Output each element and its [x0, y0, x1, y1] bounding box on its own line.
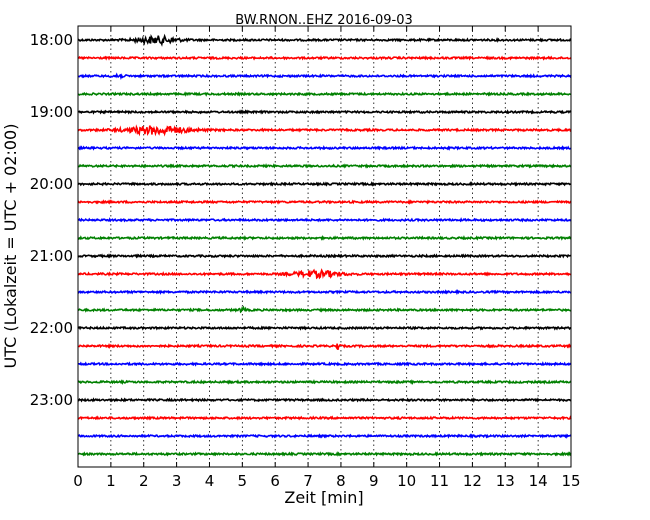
y-tick-label: 20:00	[30, 175, 73, 193]
trace-line	[77, 91, 572, 97]
chart-title: BW.RNON..EHZ 2016-09-03	[235, 13, 413, 28]
trace-line	[77, 199, 572, 205]
trace-line	[77, 181, 572, 187]
trace-line	[77, 163, 572, 169]
trace-line	[77, 253, 572, 259]
trace-line	[77, 415, 572, 421]
y-tick-label: 23:00	[30, 391, 73, 409]
trace-line	[77, 268, 572, 280]
trace-line	[77, 289, 572, 296]
trace-line	[77, 305, 572, 314]
x-tick-label: 12	[463, 472, 482, 490]
trace-line	[77, 124, 572, 137]
x-tick-label: 0	[73, 472, 83, 490]
x-tick-label: 4	[205, 472, 215, 490]
trace-line	[77, 72, 572, 81]
x-tick-label: 1	[106, 472, 116, 490]
y-tick-label: 21:00	[30, 247, 73, 265]
x-tick-label: 8	[336, 472, 346, 490]
x-tick-label: 7	[303, 472, 313, 490]
x-tick-label: 5	[238, 472, 248, 490]
y-axis-label: UTC (Lokalzeit = UTC + 02:00)	[1, 124, 20, 369]
trace-line	[77, 217, 572, 223]
x-tick-label: 6	[270, 472, 280, 490]
trace-line	[77, 145, 572, 151]
trace-group	[77, 33, 572, 457]
y-tick-label: 18:00	[30, 31, 73, 49]
trace-line	[77, 33, 572, 47]
trace-line	[77, 343, 572, 350]
trace-line	[77, 433, 572, 439]
trace-line	[77, 109, 572, 115]
trace-line	[77, 235, 572, 241]
trace-line	[77, 379, 572, 386]
trace-line	[77, 325, 572, 331]
x-axis: 0 1 2 3 4 5 6 7 8 9 10 11 12 13 14 15	[73, 26, 581, 490]
trace-line	[77, 361, 572, 367]
y-tick-label: 19:00	[30, 103, 73, 121]
trace-line	[77, 55, 572, 61]
x-tick-label: 14	[529, 472, 548, 490]
x-tick-label: 11	[430, 472, 449, 490]
x-tick-label: 13	[496, 472, 515, 490]
grid-lines	[110, 26, 539, 467]
x-tick-label: 3	[172, 472, 182, 490]
y-axis: 18:00 19:00 20:00 21:00 22:00 23:00	[30, 31, 571, 409]
trace-line	[77, 397, 572, 403]
x-tick-label: 2	[139, 472, 149, 490]
x-tick-label: 15	[561, 472, 580, 490]
x-tick-label: 9	[369, 472, 379, 490]
x-axis-label: Zeit [min]	[284, 488, 363, 507]
trace-line	[77, 451, 572, 457]
plot-frame	[77, 25, 572, 468]
x-tick-label: 10	[397, 472, 416, 490]
y-tick-label: 22:00	[30, 319, 73, 337]
